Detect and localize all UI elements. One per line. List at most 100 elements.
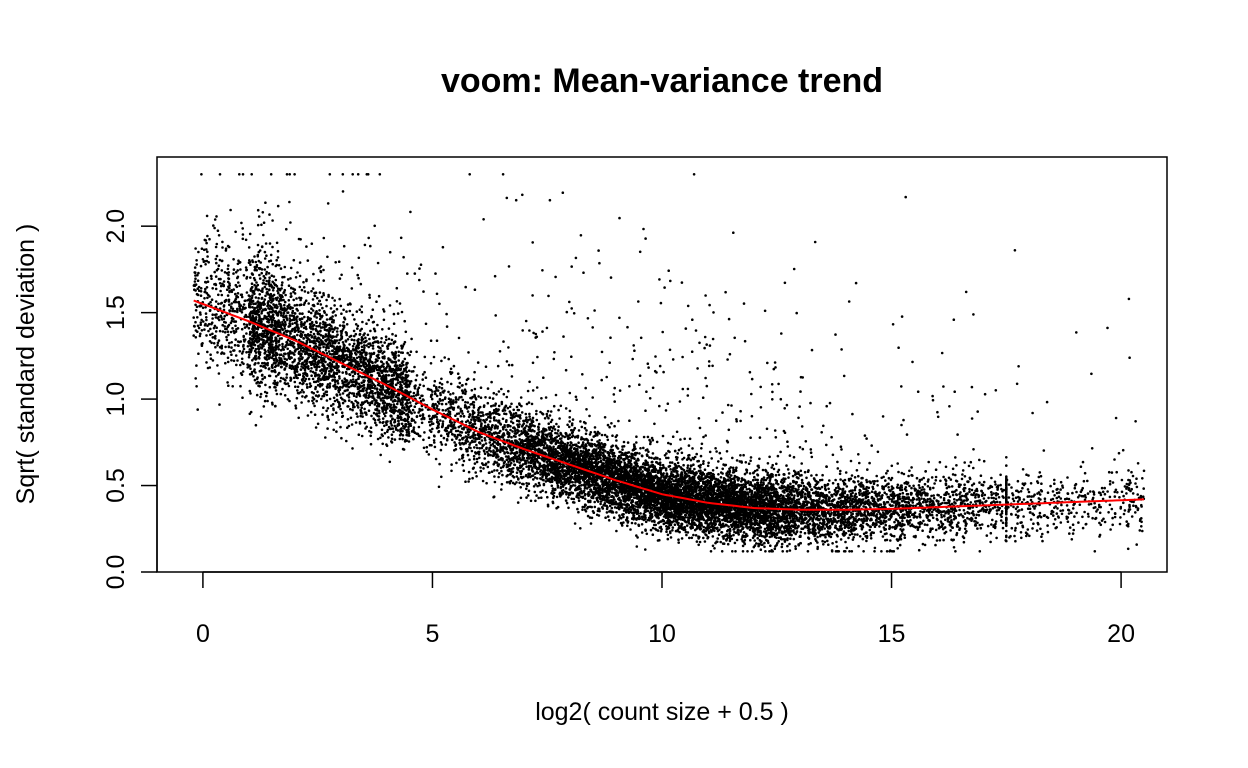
data-point (531, 389, 535, 392)
data-point (214, 316, 218, 319)
data-point (571, 418, 575, 421)
data-point (1131, 492, 1135, 495)
data-point (564, 487, 568, 490)
data-point (504, 455, 508, 458)
data-point (584, 432, 588, 436)
data-point (771, 390, 774, 394)
data-point (833, 492, 836, 496)
data-point (342, 244, 346, 248)
data-point (315, 316, 319, 319)
data-point (360, 434, 364, 438)
data-point (704, 434, 707, 437)
data-point (338, 393, 342, 396)
data-point (575, 398, 578, 402)
data-point (853, 476, 857, 479)
data-point (805, 476, 808, 480)
data-point (440, 377, 443, 381)
data-point (750, 414, 754, 418)
data-point (593, 505, 597, 509)
data-point (640, 531, 644, 534)
data-point (508, 405, 512, 409)
data-point (600, 433, 604, 437)
data-point (583, 497, 587, 501)
data-point (944, 518, 947, 522)
data-point (240, 357, 244, 361)
data-point (765, 427, 769, 431)
data-point (371, 347, 375, 350)
data-point (491, 442, 495, 446)
data-point (229, 350, 232, 354)
data-point (531, 241, 534, 244)
data-point (294, 385, 297, 389)
data-point (193, 266, 197, 269)
data-point (519, 486, 522, 489)
data-point (763, 545, 766, 549)
data-point (239, 384, 242, 388)
data-point (604, 516, 607, 519)
data-point (271, 219, 274, 222)
data-point (822, 543, 825, 546)
data-point (514, 198, 518, 202)
data-point (194, 289, 197, 292)
data-point (406, 272, 409, 275)
data-point (214, 257, 218, 261)
data-point (779, 397, 783, 401)
data-point (540, 397, 543, 400)
data-point (942, 385, 945, 388)
data-point (359, 409, 363, 413)
data-point (218, 403, 221, 406)
data-point (219, 284, 223, 288)
data-point (1079, 465, 1083, 469)
data-point (198, 334, 202, 338)
data-point (1135, 485, 1139, 489)
data-point (955, 488, 958, 492)
data-point (1126, 547, 1130, 551)
data-point (205, 241, 208, 245)
data-point (441, 420, 445, 423)
data-point (1103, 486, 1106, 490)
data-point (442, 436, 446, 440)
data-point (381, 328, 384, 331)
data-point (409, 350, 413, 354)
data-point (467, 480, 470, 483)
data-point (283, 394, 287, 397)
data-point (395, 300, 399, 303)
data-point (617, 419, 620, 423)
data-point (665, 525, 668, 528)
data-point (525, 465, 528, 469)
data-point (963, 512, 967, 515)
data-point (197, 326, 201, 330)
data-point (1125, 520, 1128, 523)
data-point (308, 382, 312, 385)
data-point (225, 338, 229, 342)
data-point (462, 469, 466, 473)
data-point (598, 261, 601, 265)
data-point (362, 344, 366, 347)
data-point (834, 478, 837, 482)
data-point (558, 437, 562, 441)
data-point (499, 423, 503, 426)
data-point (704, 294, 707, 297)
data-point (228, 309, 231, 312)
data-point (369, 434, 373, 438)
data-point (351, 378, 355, 381)
data-point (728, 539, 732, 543)
data-point (283, 288, 287, 292)
data-point (219, 289, 222, 293)
data-point (312, 272, 315, 276)
data-point (977, 513, 981, 517)
data-point (517, 477, 520, 480)
data-point (475, 443, 478, 447)
data-point (548, 198, 552, 202)
data-point (703, 335, 707, 339)
data-point (626, 325, 629, 329)
data-point (223, 331, 227, 334)
data-point (908, 469, 911, 473)
data-point (257, 296, 260, 300)
data-point (633, 349, 636, 353)
data-point (231, 376, 235, 379)
data-point (626, 524, 629, 528)
data-point (901, 519, 904, 523)
data-point (195, 292, 199, 296)
data-point (839, 478, 842, 481)
